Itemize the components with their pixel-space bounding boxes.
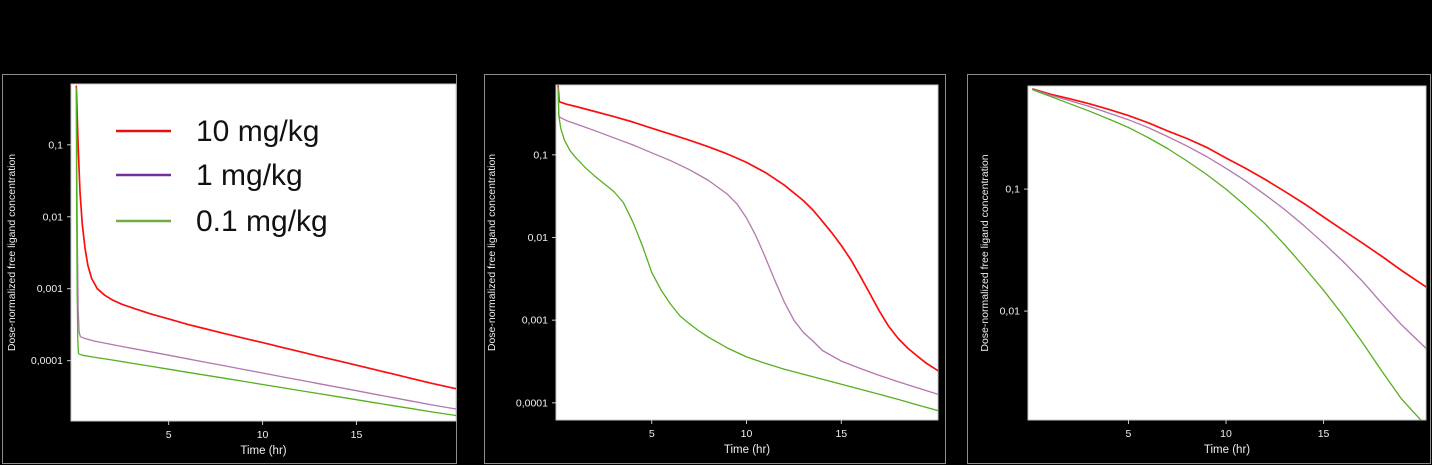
y-tick-label: 0,01 — [1000, 306, 1021, 318]
series-line-1-mg-kg — [557, 86, 938, 395]
y-axis-title: Dose-normalized free ligand concentratio… — [486, 154, 498, 351]
plot-area — [555, 84, 939, 421]
x-tick-label: 5 — [649, 428, 655, 440]
y-tick-label: 0,01 — [528, 232, 549, 244]
legend-label-0.1-mg-kg: 0.1 mg/kg — [196, 205, 328, 238]
x-tick-label: 15 — [1318, 428, 1330, 440]
x-tick-label: 15 — [351, 429, 363, 441]
y-tick-label: 0,0001 — [516, 397, 548, 409]
dose-response-chart-sigmoid-decline: 5 10 15 0,1 0,01 0,001 0,0001 Time (hr) Dose-nor… — [486, 84, 939, 456]
chart-panel-1: 5 10 15 0,1 0,01 0,001 0,0001 Time (hr) Dose-nor… — [2, 74, 457, 464]
y-tick-label: 0,001 — [37, 283, 63, 295]
y-tick-label: 0,0001 — [31, 355, 63, 367]
series-line-1-mg-kg — [75, 87, 456, 410]
series-line-0.1-mg-kg — [557, 87, 938, 412]
y-axis-title: Dose-normalized free ligand concentratio… — [6, 154, 18, 351]
y-axis-title: Dose-normalized free ligand concentratio… — [979, 154, 991, 351]
legend-label-1-mg-kg: 1 mg/kg — [196, 159, 303, 192]
y-tick-label: 0,01 — [43, 211, 64, 223]
y-tick-label: 0,1 — [48, 139, 63, 151]
series-line-1-mg-kg — [1032, 88, 1426, 349]
series-line-0.1-mg-kg — [1032, 89, 1422, 420]
plot-area — [1027, 85, 1427, 421]
x-axis-title: Time (hr) — [240, 445, 286, 457]
series-line-10-mg-kg — [557, 85, 938, 372]
chart-panel-3: 5 10 15 0,1 0,01 Time (hr) Dose-normalized fre… — [967, 74, 1431, 464]
x-tick-label: 15 — [835, 428, 847, 440]
series-line-0.1-mg-kg — [75, 88, 456, 417]
x-tick-label: 10 — [257, 429, 269, 441]
series-line-10-mg-kg — [75, 85, 456, 390]
x-axis-title: Time (hr) — [1204, 444, 1250, 456]
y-tick-label: 0,1 — [1005, 184, 1020, 196]
legend-label-10-mg-kg: 10 mg/kg — [196, 115, 319, 148]
x-tick-label: 5 — [166, 429, 172, 441]
x-tick-label: 10 — [741, 428, 753, 440]
dose-response-chart-gradual-decline: 5 10 15 0,1 0,01 Time (hr) Dose-normalized fre… — [979, 85, 1427, 456]
dose-response-chart-fast-decline: 5 10 15 0,1 0,01 0,001 0,0001 Time (hr) Dose-nor… — [6, 83, 457, 457]
x-axis-title: Time (hr) — [724, 444, 770, 456]
plot-area — [70, 83, 457, 422]
series-line-10-mg-kg — [1032, 88, 1426, 288]
y-tick-label: 0,1 — [533, 149, 548, 161]
y-tick-label: 0,001 — [522, 315, 548, 327]
x-tick-label: 5 — [1126, 428, 1132, 440]
chart-panel-2: 5 10 15 0,1 0,01 0,001 0,0001 Time (hr) Dose-nor… — [484, 74, 946, 464]
x-tick-label: 10 — [1220, 428, 1232, 440]
